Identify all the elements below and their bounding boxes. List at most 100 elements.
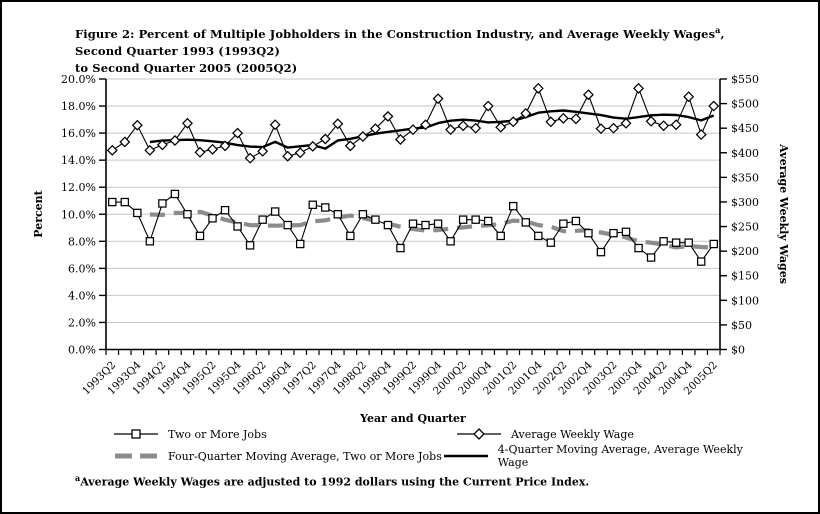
diamond-marker: [294, 147, 306, 159]
chart-title-line2: to Second Quarter 2005 (2005Q2): [75, 60, 298, 75]
diamond-marker: [570, 113, 582, 125]
diamond-marker: [470, 122, 482, 134]
square-marker: [646, 253, 656, 262]
right-axis-tick-label: $200: [731, 245, 759, 258]
footnote-superscript: a: [75, 473, 81, 483]
diamond-marker: [207, 143, 218, 155]
legend-item-two-or-more-jobs: Two or More Jobs: [114, 427, 457, 441]
square-marker: [170, 189, 180, 199]
square-marker: [446, 237, 455, 246]
diamond-marker: [219, 140, 231, 152]
square-marker: [183, 210, 192, 219]
diamond-marker: [131, 119, 143, 131]
right-axis-tick-label: $500: [731, 98, 759, 111]
legend-row-2: Four-Quarter Moving Average, Two or More…: [114, 443, 764, 469]
square-marker: [208, 214, 217, 223]
diamond-marker: [407, 124, 419, 136]
square-marker: [696, 257, 706, 266]
square-marker: [195, 231, 205, 241]
diamond-marker: [369, 123, 381, 135]
square-marker: [496, 231, 505, 241]
right-axis-tick-label: $50: [731, 319, 752, 332]
square-marker: [584, 228, 593, 238]
diamond-marker: [520, 107, 532, 119]
square-marker: [133, 208, 142, 218]
chart-legend: Two or More Jobs Average Weekly Wage Fou…: [114, 423, 764, 469]
diamond-marker: [257, 145, 269, 157]
legend-label: Two or More Jobs: [168, 427, 267, 441]
square-marker: [509, 201, 518, 211]
diamond-marker: [445, 124, 457, 136]
legend-item-ma-average-weekly-wage: 4-Quarter Moving Average, Average Weekly…: [443, 443, 764, 469]
square-marker: [383, 220, 393, 230]
diamond-marker: [156, 139, 168, 151]
diamond-marker: [106, 144, 118, 156]
square-marker: [534, 231, 543, 241]
square-marker: [308, 200, 317, 210]
left-axis-tick-label: 4.0%: [68, 289, 96, 302]
diamond-marker: [307, 140, 319, 152]
right-axis-tick-label: $250: [731, 221, 759, 234]
left-axis-tick-label: 6.0%: [68, 262, 96, 275]
square-marker: [634, 243, 643, 253]
square-marker: [270, 207, 280, 216]
square-marker: [295, 239, 305, 249]
diamond-marker: [495, 121, 507, 133]
left-axis-tick-label: 2.0%: [68, 316, 96, 329]
right-axis-tick-label: $450: [731, 122, 759, 135]
square-marker: [421, 220, 430, 230]
diamond-marker: [683, 91, 695, 103]
square-marker: [458, 215, 468, 224]
diamond-marker: [608, 122, 619, 134]
square-marker: [120, 197, 130, 207]
left-axis-tick-label: 12.0%: [61, 181, 96, 194]
diamond-marker: [532, 82, 544, 94]
diamond-marker: [194, 146, 206, 158]
right-axis-tick-label: $150: [731, 270, 759, 283]
square-marker: [471, 215, 480, 224]
legend-item-average-weekly-wage: Average Weekly Wage: [457, 427, 634, 441]
square-marker: [609, 228, 618, 238]
right-axis-tick-label: $0: [731, 344, 745, 357]
diamond-marker: [420, 119, 432, 131]
right-axis-tick-label: $300: [731, 196, 759, 209]
diamond-marker: [232, 127, 244, 139]
square-marker: [521, 218, 531, 227]
diamond-marker: [181, 117, 193, 129]
square-marker: [220, 205, 230, 215]
left-axis-tick-label: 20.0%: [61, 73, 96, 86]
diamond-marker: [319, 133, 331, 145]
diamond-marker: [620, 117, 632, 129]
square-marker: [346, 231, 355, 241]
diamond-marker: [545, 116, 557, 128]
legend-item-ma-two-or-more-jobs: Four-Quarter Moving Average, Two or More…: [114, 449, 444, 463]
right-axis-title: Average Weekly Wages: [777, 143, 790, 284]
square-marker: [158, 199, 167, 208]
diamond-marker: [357, 131, 369, 143]
left-axis-tick-label: 18.0%: [61, 100, 96, 113]
square-marker: [621, 227, 631, 237]
square-marker: [108, 197, 117, 207]
left-axis-tick-label: 10.0%: [61, 208, 96, 221]
square-marker: [546, 238, 556, 247]
right-axis-tick-label: $350: [731, 171, 759, 184]
square-marker: [258, 215, 267, 224]
diamond-marker: [507, 116, 519, 128]
square-marker-line-icon: [114, 429, 158, 439]
legend-row-1: Two or More Jobs Average Weekly Wage: [114, 423, 764, 445]
square-marker: [371, 215, 380, 224]
diamond-marker: [645, 115, 657, 127]
square-marker: [596, 247, 606, 257]
x-axis-title: Year and Quarter: [359, 412, 466, 425]
square-marker: [233, 222, 242, 231]
right-axis-tick-label: $400: [731, 147, 759, 160]
square-marker: [145, 237, 155, 246]
diamond-marker: [695, 129, 707, 141]
square-marker: [321, 203, 330, 212]
diamond-marker: [457, 120, 469, 132]
diamond-marker: [658, 120, 670, 132]
footnote-text: Average Weekly Wages are adjusted to 199…: [80, 475, 590, 489]
diamond-marker-line-icon: [457, 428, 501, 440]
diamond-marker: [595, 123, 607, 135]
